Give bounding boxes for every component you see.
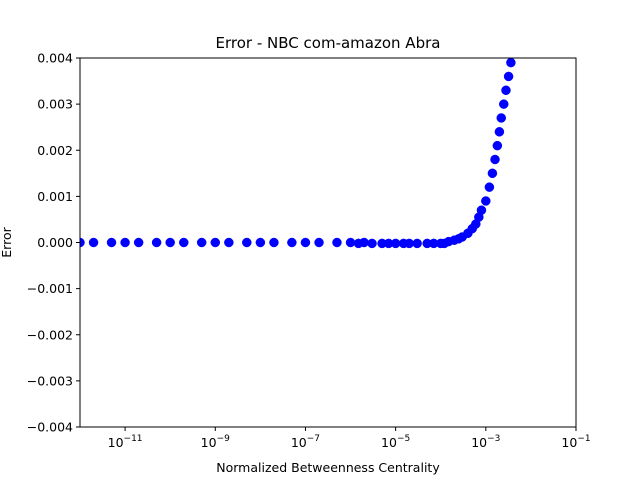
y-tick-label: 0.001 (37, 189, 73, 204)
data-point (242, 237, 252, 248)
data-point (106, 237, 117, 248)
x-tick-label: 10−9 (201, 434, 230, 450)
data-point (151, 237, 162, 248)
data-point (412, 238, 422, 249)
data-point (88, 237, 99, 248)
y-tick-label: −0.001 (27, 281, 73, 296)
x-tick-label: 10−11 (108, 434, 143, 450)
data-points-layer (80, 58, 516, 249)
x-axis-label: Normalized Betweenness Centrality (216, 460, 440, 475)
data-point (499, 99, 509, 109)
y-tick-label: −0.004 (27, 420, 73, 435)
data-point (269, 237, 279, 248)
y-tick-label: −0.003 (27, 373, 73, 388)
y-tick-label: −0.002 (27, 327, 73, 342)
y-tick-label: 0.003 (37, 97, 73, 112)
data-point (300, 237, 311, 248)
data-point (487, 168, 498, 179)
y-tick-label: 0.004 (37, 51, 73, 66)
data-point (494, 127, 505, 137)
x-tick-label: 10−5 (381, 434, 410, 450)
data-point (359, 237, 369, 248)
data-point (80, 237, 85, 248)
data-point (287, 237, 297, 248)
data-point (210, 237, 221, 248)
x-tick-label: 10−1 (561, 434, 590, 450)
data-point (501, 85, 511, 96)
data-point (492, 140, 503, 151)
data-point (332, 237, 342, 248)
data-point (481, 196, 491, 206)
data-point (224, 237, 234, 248)
x-tick-label: 10−3 (471, 434, 500, 450)
data-point (165, 237, 175, 248)
data-point (196, 237, 207, 248)
data-point (404, 238, 414, 249)
data-point (133, 237, 144, 248)
data-point (484, 182, 495, 192)
data-point (476, 205, 487, 215)
y-tick-label: 0.002 (37, 143, 73, 158)
chart-title: Error - NBC com-amazon Abra (216, 34, 441, 52)
y-tick-label: 0.000 (37, 235, 73, 250)
data-point (120, 237, 130, 248)
data-point (496, 113, 507, 123)
data-point (490, 154, 500, 165)
data-point (503, 71, 514, 82)
x-axis: 10−11 10−9 10−7 10−5 10−3 10−1 (108, 427, 591, 450)
data-point (390, 238, 401, 249)
data-point (179, 237, 189, 248)
x-tick-label: 10−7 (291, 434, 320, 450)
y-axis: 0.004 0.003 0.002 0.001 0.000 −0.001 −0.002 −0.… (27, 51, 80, 435)
data-point (255, 237, 266, 248)
data-point (367, 238, 377, 249)
y-axis-label: Error (0, 226, 14, 257)
data-point (314, 237, 324, 248)
data-point (506, 58, 516, 68)
data-point (345, 237, 356, 248)
